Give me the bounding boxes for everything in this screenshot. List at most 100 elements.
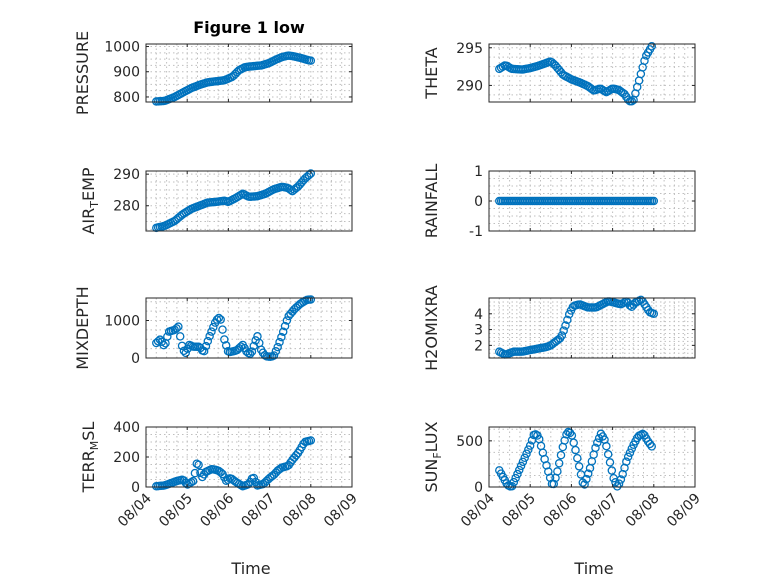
y-axis-label-air_temp: AIRTEMP [79,167,101,234]
y-tick-label: 1000 [104,40,140,56]
y-axis-label-pressure: PRESSURE [73,31,92,115]
data-point [582,474,591,484]
data-point [203,336,213,346]
y-tick-label: 4 [474,307,483,323]
y-tick-label: 0 [131,351,140,367]
data-point [583,469,593,478]
chart-title: Figure 1 low [193,18,305,37]
data-point [172,324,181,333]
y-tick-label: 280 [113,199,140,215]
axes-box-mixdepth [145,297,353,359]
data-point [181,348,190,358]
data-point [522,449,531,458]
subplot-mixdepth: 0 1000 MIXDEPTH [73,286,353,370]
data-point [275,337,284,347]
data-point [212,315,222,324]
y-tick-label: 2 [474,338,483,354]
data-point [209,322,218,332]
data-point [214,313,224,323]
data-point [249,473,259,483]
subplot-h2omixra: 234 H2OMIXRA [422,285,696,371]
data-point [306,295,316,304]
y-axis-label-mixdepth: MIXDEPTH [73,286,92,369]
axes-box-h2omixra [488,297,696,359]
data-point [216,315,225,324]
data-point [175,332,185,341]
data-point [201,341,211,351]
data-point [306,436,316,445]
y-tick-label: 1000 [104,314,140,330]
data-point [607,466,617,475]
data-point [627,444,637,453]
data-point [603,450,613,459]
y-tick-label: 295 [456,41,483,57]
data-point [520,453,529,463]
data-point [647,442,656,451]
y-tick-label: 290 [456,78,483,94]
data-point [574,462,584,471]
axes-box-pressure [145,43,353,103]
x-axis-label-right: Time [573,559,613,578]
data-point [186,478,196,487]
data-point [591,443,600,453]
y-tick-label: 0 [474,194,483,210]
subplot-rainfall: -1 0 1 RAINFALL [422,164,696,240]
data-point [247,347,257,356]
y-tick-label: 200 [113,450,140,466]
data-point [518,457,528,467]
y-tick-label: 900 [113,65,140,81]
data-point [561,321,570,330]
data-point [205,331,214,341]
data-point [515,465,524,475]
data-point [525,441,535,450]
data-point [560,436,569,445]
data-point [306,169,316,178]
y-tick-label: 800 [113,90,140,106]
y-axis-label-h2omixra: H2OMIXRA [422,285,441,371]
data-point [649,309,659,319]
data-point [616,475,626,484]
y-tick-label: 1 [474,164,483,180]
data-point [545,473,555,483]
data-point [524,445,533,454]
data-point [563,315,572,325]
data-point [625,448,635,457]
data-point [306,56,316,65]
data-point [511,473,520,483]
axes-box-sun_flux [488,426,696,488]
data-point [553,467,562,476]
data-point [557,331,567,340]
subplot-pressure: 800 900 1000 PRESSURE Figure 1 low [73,18,353,115]
axes-box-air_temp [145,170,353,232]
data-point [273,342,282,352]
y-axis-label-theta: THETA [422,47,441,99]
data-point [640,56,649,66]
y-axis-label-sun_flux: SUNFLUX [422,421,444,492]
data-point [627,96,637,106]
y-axis-label-terr_msl: TERRMSL [79,422,101,494]
data-point [571,445,580,455]
data-point [199,346,209,356]
data-point [605,458,615,467]
data-point [282,316,292,325]
y-tick-label: 0 [474,480,483,496]
data-point [280,321,290,331]
y-axis-label-rainfall: RAINFALL [422,164,441,239]
data-point [622,457,631,466]
data-point [220,335,229,344]
data-point [559,326,568,335]
subplot-theta: 290 295 THETA [422,41,696,106]
data-point [269,351,279,360]
data-point [194,460,203,470]
x-axis-label-left: Time [230,559,270,578]
data-point [190,468,200,478]
data-point [602,441,611,451]
data-point [159,340,168,350]
data-point [207,327,216,336]
data-point [221,341,231,350]
data-point [188,476,198,486]
axes-box-theta [488,43,696,103]
data-point [573,453,582,463]
data-point [549,479,558,489]
